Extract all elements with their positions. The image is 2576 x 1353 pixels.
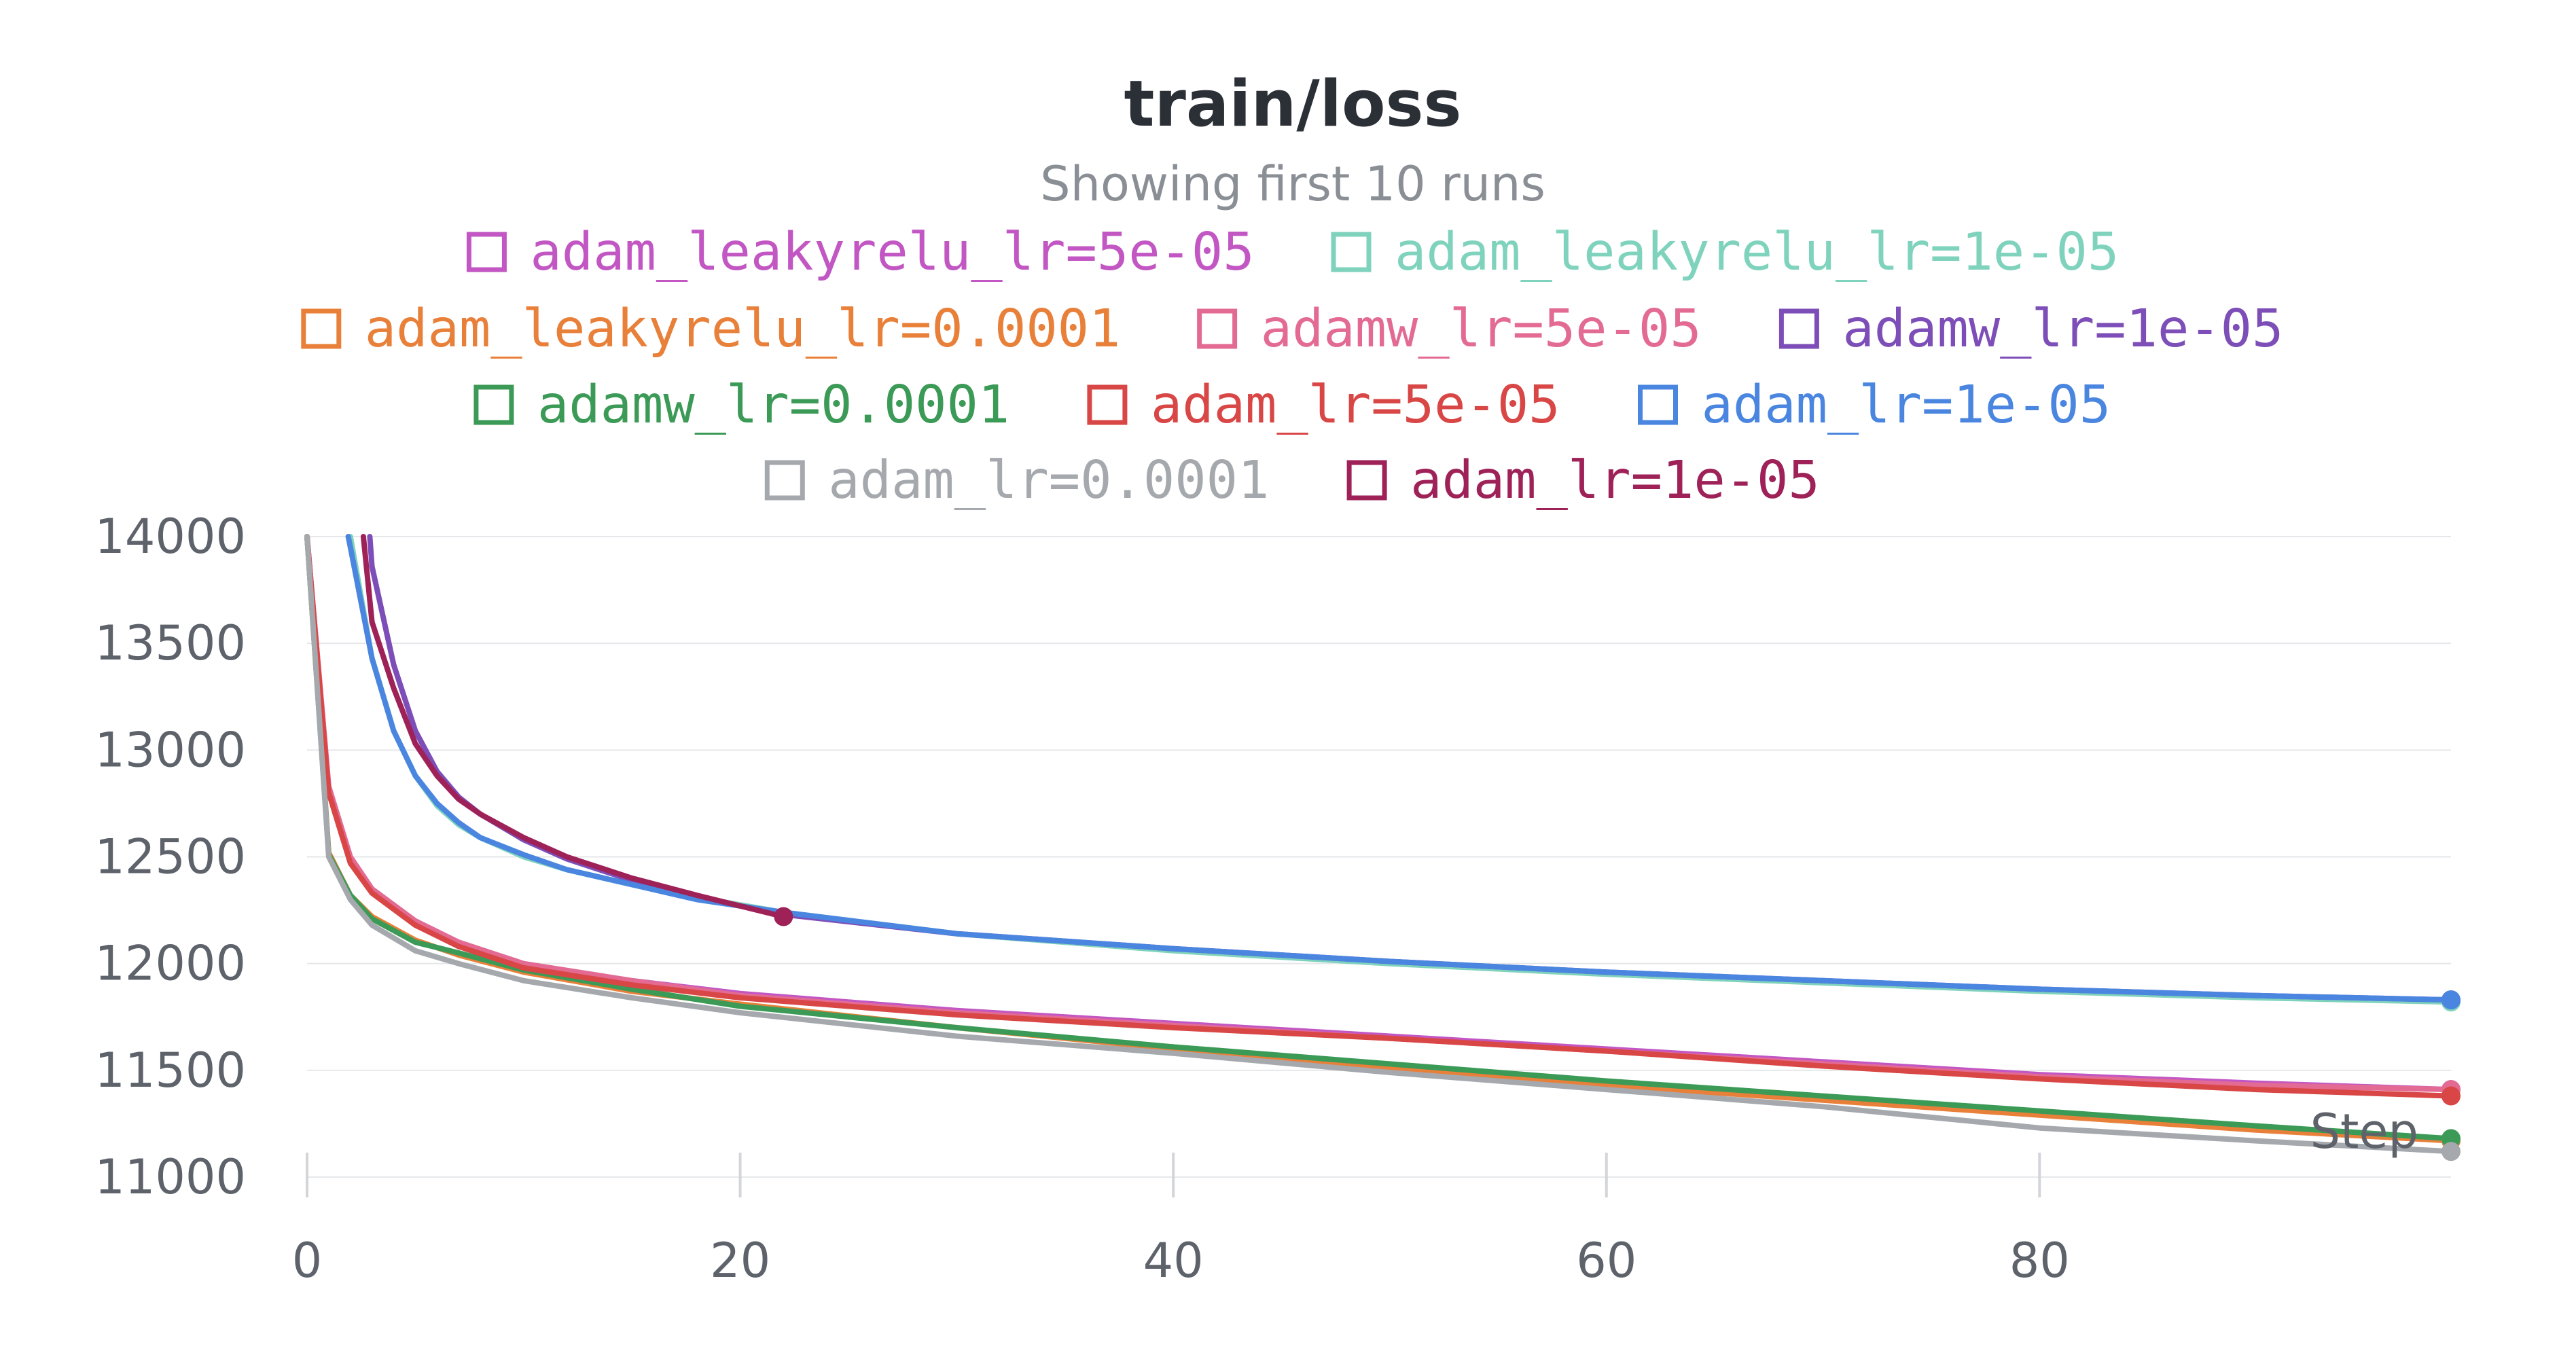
series-line[interactable] (304, 534, 2454, 1155)
series-line[interactable] (304, 534, 2454, 1144)
chart-subtitle: Showing first 10 runs (1040, 156, 1545, 212)
y-tick-label: 13000 (94, 722, 246, 778)
series-line[interactable] (367, 534, 2454, 1003)
series-line[interactable] (304, 534, 2454, 1093)
series-end-dot (774, 907, 793, 926)
legend-item[interactable]: adamw_lr=0.0001 (473, 375, 1009, 435)
legend-item[interactable]: adamw_lr=1e-05 (1778, 299, 2283, 359)
series-line[interactable] (360, 534, 787, 920)
legend-label: adamw_lr=5e-05 (1261, 299, 1702, 359)
legend-label: adam_lr=5e-05 (1151, 375, 1560, 435)
legend-label: adam_lr=1e-05 (1410, 450, 1820, 511)
y-tick-label: 11000 (94, 1149, 246, 1205)
chart-title: train/loss (1124, 67, 1462, 141)
series-end-dot (2441, 1142, 2461, 1161)
legend-label: adamw_lr=1e-05 (1842, 299, 2283, 359)
series-line[interactable] (304, 534, 2454, 1142)
series-line[interactable] (347, 534, 2454, 1005)
legend-label: adam_leakyrelu_lr=5e-05 (530, 222, 1254, 283)
legend: adam_leakyrelu_lr=5e-05 adam_leakyrelu_lr… (301, 222, 2283, 511)
series-end-dot (2441, 1086, 2461, 1106)
x-tick-label: 80 (2009, 1233, 2070, 1288)
legend-label: adam_lr=0.0001 (828, 450, 1269, 511)
legend-item[interactable]: adam_leakyrelu_lr=0.0001 (301, 299, 1121, 359)
x-tick-label: 0 (292, 1233, 323, 1288)
series-line[interactable] (304, 534, 2454, 1099)
legend-swatch (1087, 384, 1128, 425)
y-tick-label: 11500 (94, 1043, 246, 1098)
x-tick-label: 60 (1576, 1233, 1636, 1288)
legend-swatch (1331, 232, 1372, 272)
x-tick-label: 20 (710, 1233, 770, 1288)
legend-swatch (1197, 308, 1238, 349)
series-line[interactable] (304, 534, 2454, 1093)
legend-swatch (1346, 460, 1387, 501)
series-lines (304, 534, 2454, 1155)
legend-item[interactable]: adam_leakyrelu_lr=5e-05 (466, 222, 1255, 283)
y-tick-label: 13500 (94, 615, 246, 671)
legend-item[interactable]: adam_lr=1e-05 (1638, 375, 2111, 435)
axes: 11000 11500 12000 12500 13000 13500 14000 0 20 40… (94, 509, 2070, 1288)
y-tick-label: 12000 (94, 936, 246, 992)
x-tick-label: 40 (1143, 1233, 1204, 1288)
legend-label: adam_leakyrelu_lr=1e-05 (1395, 222, 2119, 283)
legend-swatch (764, 460, 805, 501)
series-line[interactable] (345, 534, 2454, 1003)
y-tick-label: 12500 (94, 829, 246, 885)
legend-swatch (1778, 308, 1819, 349)
y-tick-label: 14000 (94, 509, 246, 564)
series-end-dot (2441, 990, 2461, 1010)
legend-item[interactable]: adam_lr=5e-05 (1087, 375, 1560, 435)
legend-swatch (1638, 384, 1678, 425)
series-end-markers (774, 907, 2461, 1161)
legend-item[interactable]: adam_leakyrelu_lr=1e-05 (1331, 222, 2119, 283)
legend-swatch (466, 232, 507, 272)
legend-label: adam_leakyrelu_lr=0.0001 (365, 299, 1121, 359)
legend-label: adam_lr=1e-05 (1702, 375, 2111, 435)
x-axis-label: Step (2310, 1104, 2418, 1159)
legend-label: adamw_lr=0.0001 (537, 375, 1009, 435)
legend-item[interactable]: adam_lr=1e-05 (1346, 450, 1820, 511)
legend-item[interactable]: adamw_lr=5e-05 (1197, 299, 1702, 359)
legend-swatch (301, 308, 342, 349)
legend-swatch (473, 384, 514, 425)
legend-item[interactable]: adam_lr=0.0001 (764, 450, 1269, 511)
